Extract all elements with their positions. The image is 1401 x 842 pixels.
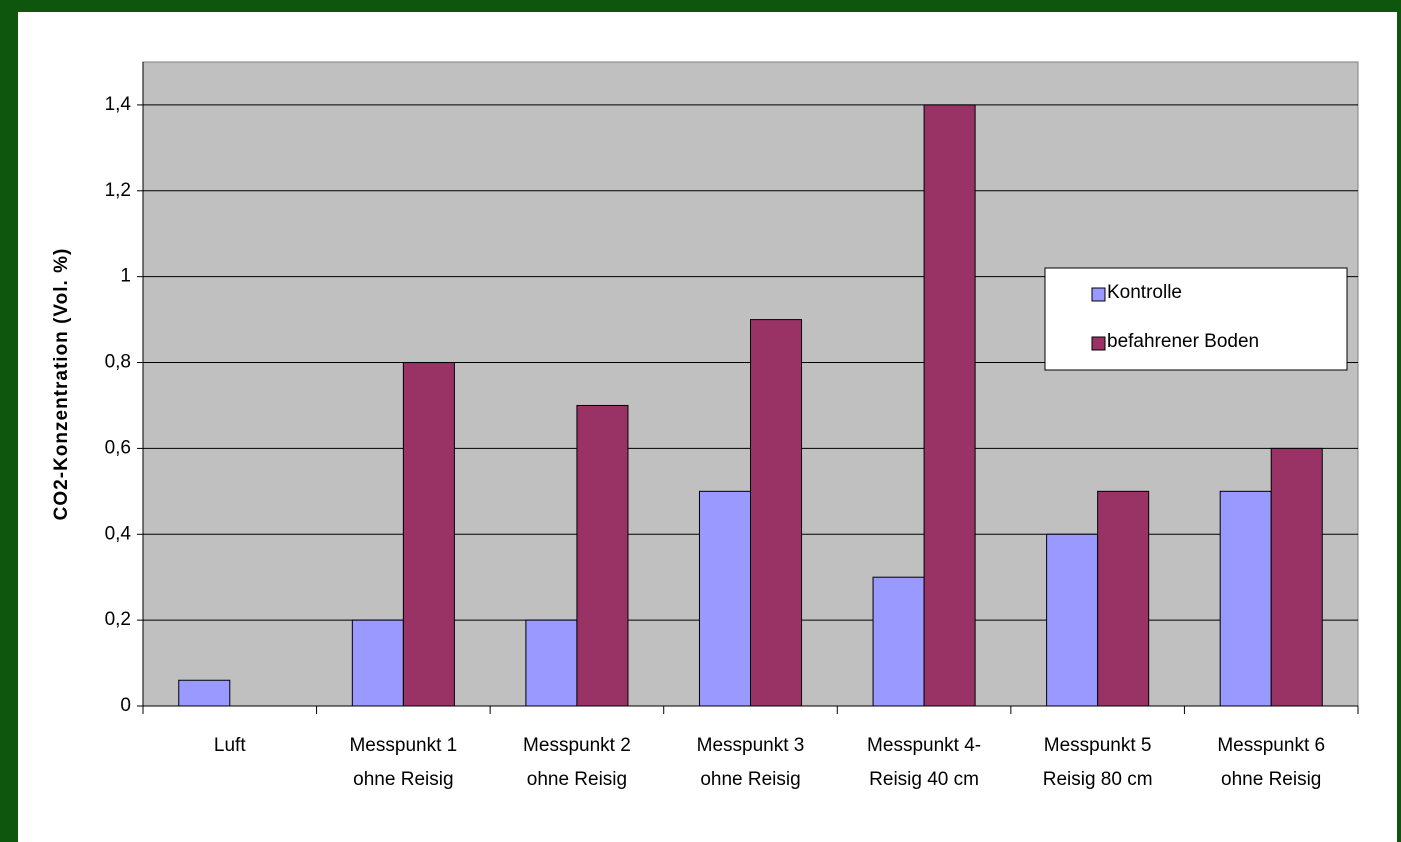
y-tick-label: 1,2 [105,180,131,201]
bar [1097,490,1150,707]
bar [698,490,751,707]
bar [576,404,629,707]
x-tick-label: Messpunkt 1 [349,735,457,756]
x-tick-label: ohne Reisig [527,769,627,790]
y-axis-label: CO2-Konzentration (Vol. %) [51,248,72,521]
legend-label: befahrener Boden [1107,331,1259,352]
bar [402,362,455,707]
y-tick-label: 0,2 [105,609,131,630]
y-tick-label: 0,8 [105,352,131,373]
x-tick-label: Messpunkt 3 [697,735,805,756]
x-tick-label: Messpunkt 5 [1044,735,1152,756]
y-tick-label: 0,6 [105,437,131,458]
bar [923,104,976,707]
legend-swatch [1091,287,1106,302]
x-tick-label: Messpunkt 4- [867,735,981,756]
bar [750,319,803,707]
x-tick-label: Luft [214,735,246,756]
x-tick-label: Messpunkt 2 [523,735,631,756]
x-tick-label: ohne Reisig [700,769,800,790]
y-tick-label: 0,4 [105,523,132,544]
bar [1270,447,1323,707]
legend-swatch [1091,336,1106,351]
x-tick-label: Messpunkt 6 [1217,735,1325,756]
y-tick-label: 1 [120,266,131,287]
x-tick-label: ohne Reisig [1221,769,1321,790]
y-tick-label: 0 [120,695,131,716]
x-tick-label: Reisig 80 cm [1043,769,1153,790]
x-tick-label: Reisig 40 cm [869,769,979,790]
bar [351,619,404,707]
bar [872,576,925,707]
bar [1219,490,1272,707]
x-tick-label: ohne Reisig [353,769,453,790]
bar [178,679,231,707]
bar [525,619,578,707]
legend-box [1044,267,1348,371]
y-tick-label: 1,4 [105,94,132,115]
bar [1046,533,1099,707]
legend-label: Kontrolle [1107,282,1182,303]
